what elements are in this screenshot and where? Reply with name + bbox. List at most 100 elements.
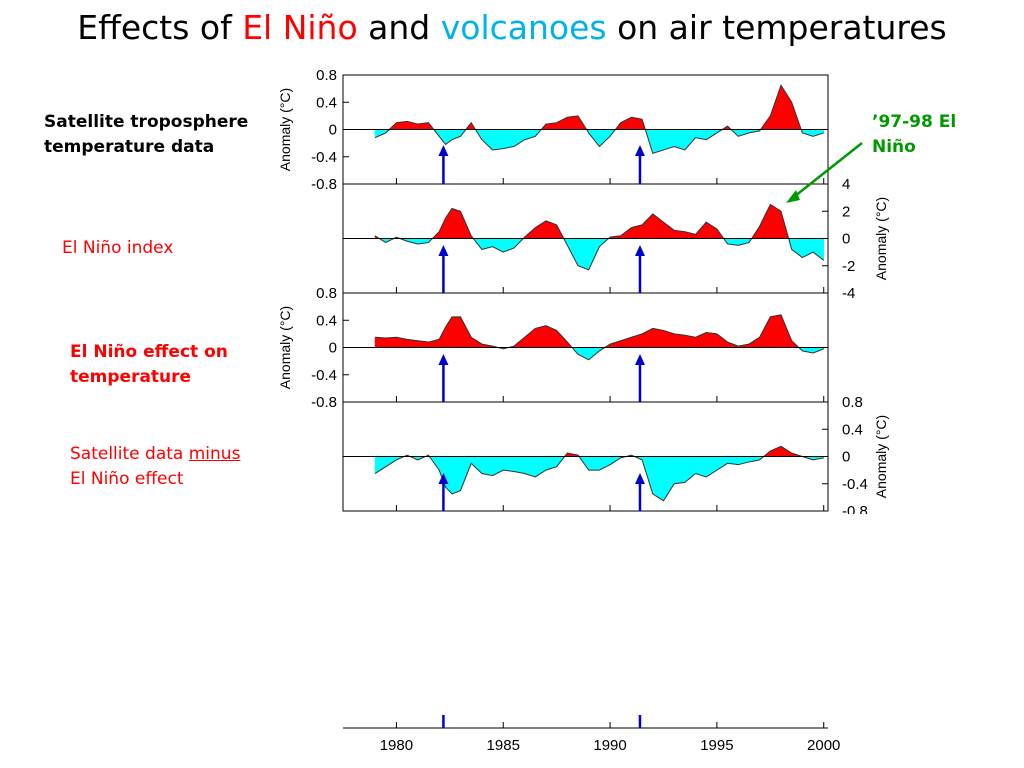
- area-segment: [556, 116, 568, 130]
- y-axis-label: Anomaly (°C): [873, 415, 889, 498]
- y-tick-label: 0.8: [316, 67, 337, 84]
- area-segment: [652, 456, 664, 502]
- area-segment: [641, 213, 654, 239]
- x-tick-label: 1985: [487, 737, 520, 754]
- area-segment: [770, 314, 782, 348]
- y-tick-label: 0: [842, 231, 850, 248]
- area-segment: [663, 221, 675, 239]
- slide-title: Effects of El Niño and volcanoes on air …: [0, 8, 1024, 47]
- callout-arrow: [789, 142, 863, 201]
- chart-panel: 0.8 0.4 0 -0.4 -0.8 Anomaly (°C): [277, 285, 829, 411]
- area-segment: [588, 238, 600, 270]
- area-segment: [759, 204, 771, 239]
- y-tick-label: 0: [842, 449, 850, 466]
- minus-label-line2: El Niño effect: [70, 469, 184, 489]
- satellite-data-label: Satellite troposphere temperature data: [44, 110, 248, 160]
- y-tick-label: 0: [329, 122, 337, 139]
- y-tick-label: 0.8: [842, 394, 863, 411]
- y-axis-label: Anomaly (°C): [277, 306, 293, 389]
- y-tick-label: 0: [329, 340, 337, 357]
- x-tick-label: 1995: [700, 737, 733, 754]
- x-tick-label: 2000: [807, 737, 840, 754]
- volcano-arrow-head: [634, 145, 645, 156]
- area-segment: [513, 129, 525, 147]
- elnino-9798-callout: ’97-98 El Niño: [872, 110, 956, 160]
- area-segment: [620, 116, 632, 130]
- volcano-arrow-head: [438, 245, 449, 256]
- y-tick-label: -4: [842, 285, 855, 302]
- satellite-minus-label: Satellite data minus El Niño effect: [70, 442, 240, 492]
- title-and: and: [357, 8, 441, 47]
- y-tick-label: 0.8: [316, 285, 337, 302]
- area-segment: [673, 456, 686, 485]
- satellite-label-line2: temperature data: [44, 137, 215, 157]
- callout-line1: ’97-98 El: [872, 112, 957, 132]
- y-tick-label: -0.4: [311, 367, 337, 384]
- area-segment: [588, 456, 600, 471]
- area-segment: [705, 332, 718, 348]
- blank-cover: [276, 514, 896, 704]
- callout-arrow-head: [786, 190, 800, 203]
- area-segment: [374, 456, 386, 474]
- y-axis-label: Anomaly (°C): [873, 197, 889, 280]
- area-segment: [481, 129, 493, 151]
- title-volcanoes: volcanoes: [440, 8, 607, 47]
- area-segment: [663, 456, 675, 502]
- area-segment: [770, 203, 782, 239]
- y-tick-label: -2: [842, 258, 855, 275]
- area-segment: [716, 456, 728, 471]
- area-segment: [451, 316, 461, 348]
- volcano-arrow-head: [438, 354, 449, 365]
- area-segment: [535, 220, 547, 239]
- area-segment: [556, 329, 568, 348]
- area-segment: [673, 333, 686, 348]
- y-tick-label: -0.8: [311, 394, 337, 411]
- area-segment: [567, 115, 579, 130]
- area-segment: [770, 445, 782, 457]
- series-line: [374, 203, 825, 271]
- area-segment: [577, 347, 589, 361]
- y-tick-label: 0.4: [842, 421, 863, 438]
- y-tick-label: 4: [842, 176, 850, 193]
- series-line: [375, 314, 824, 361]
- area-segment: [492, 238, 504, 253]
- minus-label-underlined: minus: [188, 444, 241, 464]
- area-segment: [451, 456, 461, 495]
- title-elnino: El Niño: [242, 8, 358, 47]
- area-segment: [502, 129, 515, 149]
- area-segment: [492, 129, 504, 151]
- y-tick-label: -0.4: [311, 149, 337, 166]
- y-tick-label: -0.4: [842, 476, 868, 493]
- title-prefix: Effects of: [77, 8, 243, 47]
- y-tick-label: 2: [842, 203, 850, 220]
- area-segment: [524, 327, 536, 348]
- area-segment: [759, 316, 771, 348]
- area-segment: [812, 238, 824, 261]
- area-segment: [780, 84, 792, 130]
- x-axis: 1980 1985 1990 1995 2000: [343, 715, 840, 754]
- minus-label-line1: Satellite data minus: [70, 442, 240, 467]
- elnino-effect-label: El Niño effect on temperature: [70, 340, 228, 390]
- area-segment: [502, 456, 515, 472]
- area-segment: [705, 221, 718, 239]
- area-segment: [535, 325, 547, 348]
- effect-label-line1: El Niño effect on: [70, 342, 228, 362]
- area-segment: [652, 328, 664, 348]
- volcano-arrows: [438, 145, 645, 511]
- area-segment: [577, 238, 589, 271]
- area-segment: [385, 337, 397, 348]
- effect-label-line2: temperature: [70, 367, 192, 387]
- title-suffix: on air temperatures: [606, 8, 947, 47]
- area-segment: [599, 456, 611, 471]
- volcano-arrow-head: [634, 245, 645, 256]
- y-axis-label: Anomaly (°C): [277, 88, 293, 171]
- y-tick-label: 0.4: [316, 312, 337, 329]
- area-segment: [545, 325, 557, 348]
- y-tick-label: -0.8: [311, 176, 337, 193]
- series-line: [374, 84, 824, 154]
- x-tick-label: 1980: [380, 737, 413, 754]
- area-segment: [770, 85, 782, 130]
